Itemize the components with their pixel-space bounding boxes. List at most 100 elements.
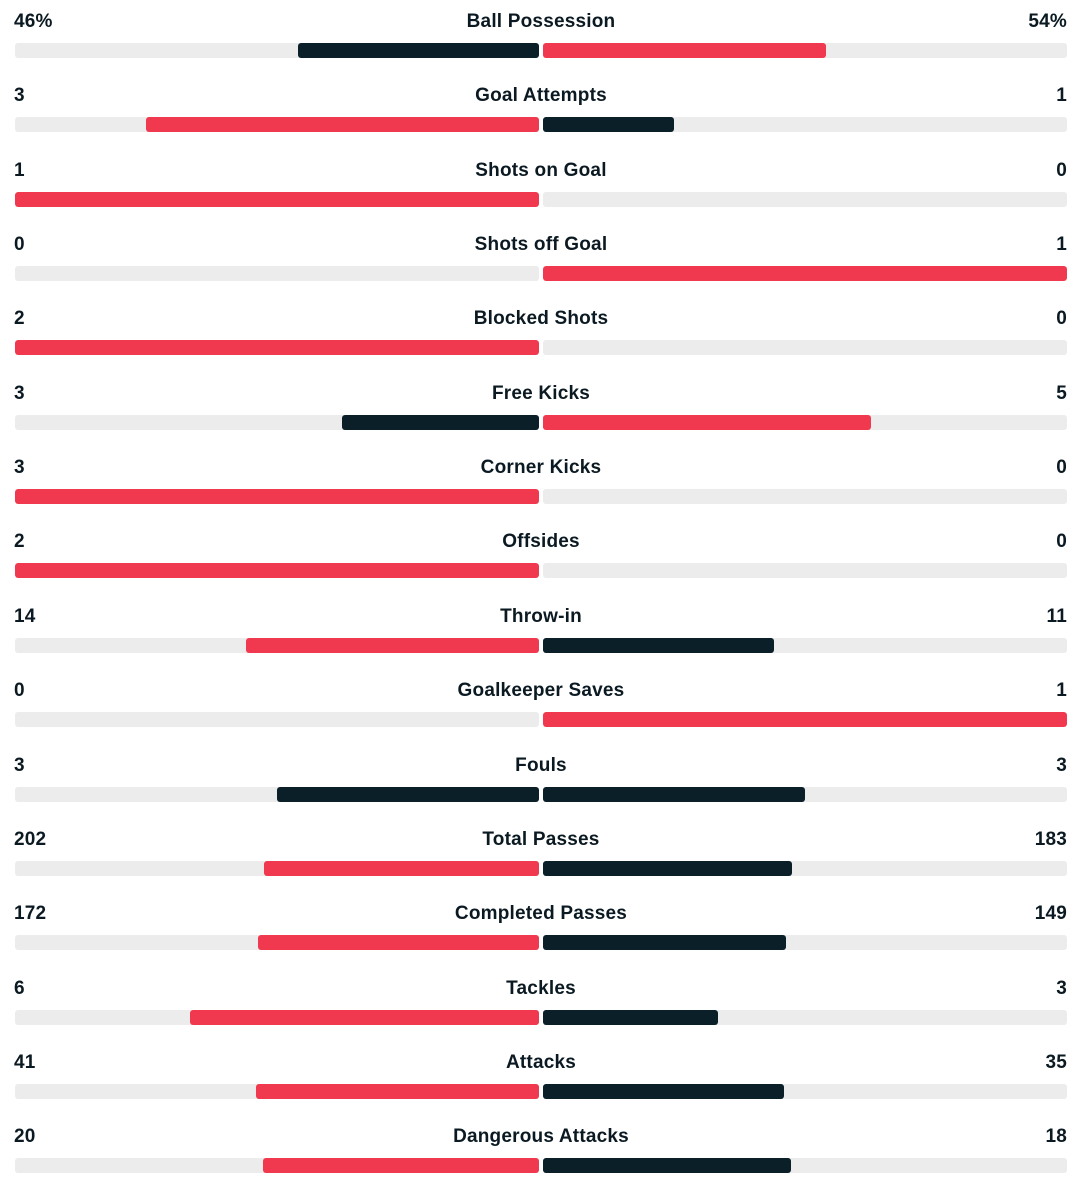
home-bar-track: [15, 43, 539, 58]
home-bar-track: [15, 192, 539, 207]
stat-label: Offsides: [502, 531, 580, 552]
comparison-bar: [15, 415, 1067, 430]
comparison-bar: [15, 861, 1067, 876]
home-value: 2: [14, 531, 25, 552]
home-value: 1: [14, 160, 25, 181]
stat-row: Free Kicks 3 5: [14, 372, 1067, 432]
comparison-bar: [15, 1010, 1067, 1025]
stat-header: Shots on Goal 1 0: [14, 149, 1067, 181]
stat-label: Attacks: [505, 1052, 577, 1073]
stat-row: Blocked Shots 2 0: [14, 297, 1067, 357]
away-bar-fill: [543, 935, 786, 950]
home-bar-fill: [263, 1158, 539, 1173]
home-value: 3: [14, 383, 25, 404]
stat-header: Ball Possession 46% 54%: [14, 0, 1067, 32]
stat-label: Total Passes: [482, 829, 600, 850]
away-bar-track: [543, 415, 1067, 430]
comparison-bar: [15, 117, 1067, 132]
comparison-bar: [15, 489, 1067, 504]
away-bar-track: [543, 489, 1067, 504]
away-value: 1: [1056, 680, 1067, 701]
comparison-bar: [15, 935, 1067, 950]
away-bar-track: [543, 563, 1067, 578]
home-bar-track: [15, 861, 539, 876]
away-bar-track: [543, 340, 1067, 355]
away-value: 35: [1045, 1052, 1067, 1073]
away-bar-fill: [543, 117, 674, 132]
stat-row: Tackles 6 3: [14, 967, 1067, 1027]
stat-header: Dangerous Attacks 20 18: [14, 1115, 1067, 1147]
stat-header: Shots off Goal 0 1: [14, 223, 1067, 255]
stat-label: Shots on Goal: [475, 160, 607, 181]
home-bar-track: [15, 1010, 539, 1025]
stat-row: Goalkeeper Saves 0 1: [14, 669, 1067, 729]
stat-label: Free Kicks: [491, 383, 591, 404]
stat-label: Corner Kicks: [480, 457, 602, 478]
stat-row: Attacks 41 35: [14, 1041, 1067, 1101]
stat-header: Corner Kicks 3 0: [14, 446, 1067, 478]
home-bar-track: [15, 935, 539, 950]
comparison-bar: [15, 563, 1067, 578]
away-bar-fill: [543, 1010, 718, 1025]
comparison-bar: [15, 638, 1067, 653]
stat-label: Fouls: [515, 755, 567, 776]
stat-row: Corner Kicks 3 0: [14, 446, 1067, 506]
home-bar-fill: [15, 563, 539, 578]
home-value: 3: [14, 85, 25, 106]
home-bar-fill: [264, 861, 539, 876]
away-bar-track: [543, 1010, 1067, 1025]
away-value: 0: [1056, 308, 1067, 329]
home-value: 3: [14, 755, 25, 776]
home-value: 172: [14, 903, 47, 924]
home-value: 0: [14, 234, 25, 255]
stat-row: Offsides 2 0: [14, 520, 1067, 580]
away-value: 0: [1056, 531, 1067, 552]
stat-header: Offsides 2 0: [14, 520, 1067, 552]
home-bar-fill: [277, 787, 539, 802]
home-bar-track: [15, 117, 539, 132]
away-value: 11: [1046, 606, 1067, 627]
away-value: 183: [1034, 829, 1067, 850]
home-bar-fill: [342, 415, 539, 430]
home-bar-track: [15, 489, 539, 504]
home-bar-track: [15, 712, 539, 727]
home-bar-fill: [246, 638, 539, 653]
away-value: 1: [1056, 85, 1067, 106]
comparison-bar: [15, 1084, 1067, 1099]
home-bar-fill: [15, 340, 539, 355]
away-bar-track: [543, 787, 1067, 802]
stat-header: Free Kicks 3 5: [14, 372, 1067, 404]
away-bar-track: [543, 861, 1067, 876]
stat-label: Shots off Goal: [474, 234, 608, 255]
stat-row: Dangerous Attacks 20 18: [14, 1115, 1067, 1175]
away-bar-fill: [543, 861, 792, 876]
comparison-bar: [15, 43, 1067, 58]
stat-label: Goal Attempts: [475, 85, 607, 106]
stat-row: Shots off Goal 0 1: [14, 223, 1067, 283]
away-bar-track: [543, 1158, 1067, 1173]
away-value: 3: [1056, 755, 1067, 776]
away-bar-fill: [543, 1084, 784, 1099]
stat-header: Blocked Shots 2 0: [14, 297, 1067, 329]
home-value: 6: [14, 978, 25, 999]
stat-label: Tackles: [506, 978, 576, 999]
away-bar-track: [543, 192, 1067, 207]
comparison-bar: [15, 340, 1067, 355]
home-value: 46%: [14, 11, 53, 32]
stat-row: Ball Possession 46% 54%: [14, 0, 1067, 60]
away-bar-fill: [543, 712, 1067, 727]
stat-label: Ball Possession: [466, 11, 616, 32]
stat-row: Fouls 3 3: [14, 744, 1067, 804]
stat-label: Throw-in: [500, 606, 582, 627]
away-bar-track: [543, 935, 1067, 950]
home-bar-track: [15, 563, 539, 578]
away-value: 0: [1056, 457, 1067, 478]
away-value: 3: [1056, 978, 1067, 999]
away-bar-track: [543, 43, 1067, 58]
stat-label: Completed Passes: [454, 903, 628, 924]
home-bar-fill: [15, 192, 539, 207]
stat-header: Throw-in 14 11: [14, 595, 1067, 627]
comparison-bar: [15, 787, 1067, 802]
stat-label: Dangerous Attacks: [453, 1126, 629, 1147]
